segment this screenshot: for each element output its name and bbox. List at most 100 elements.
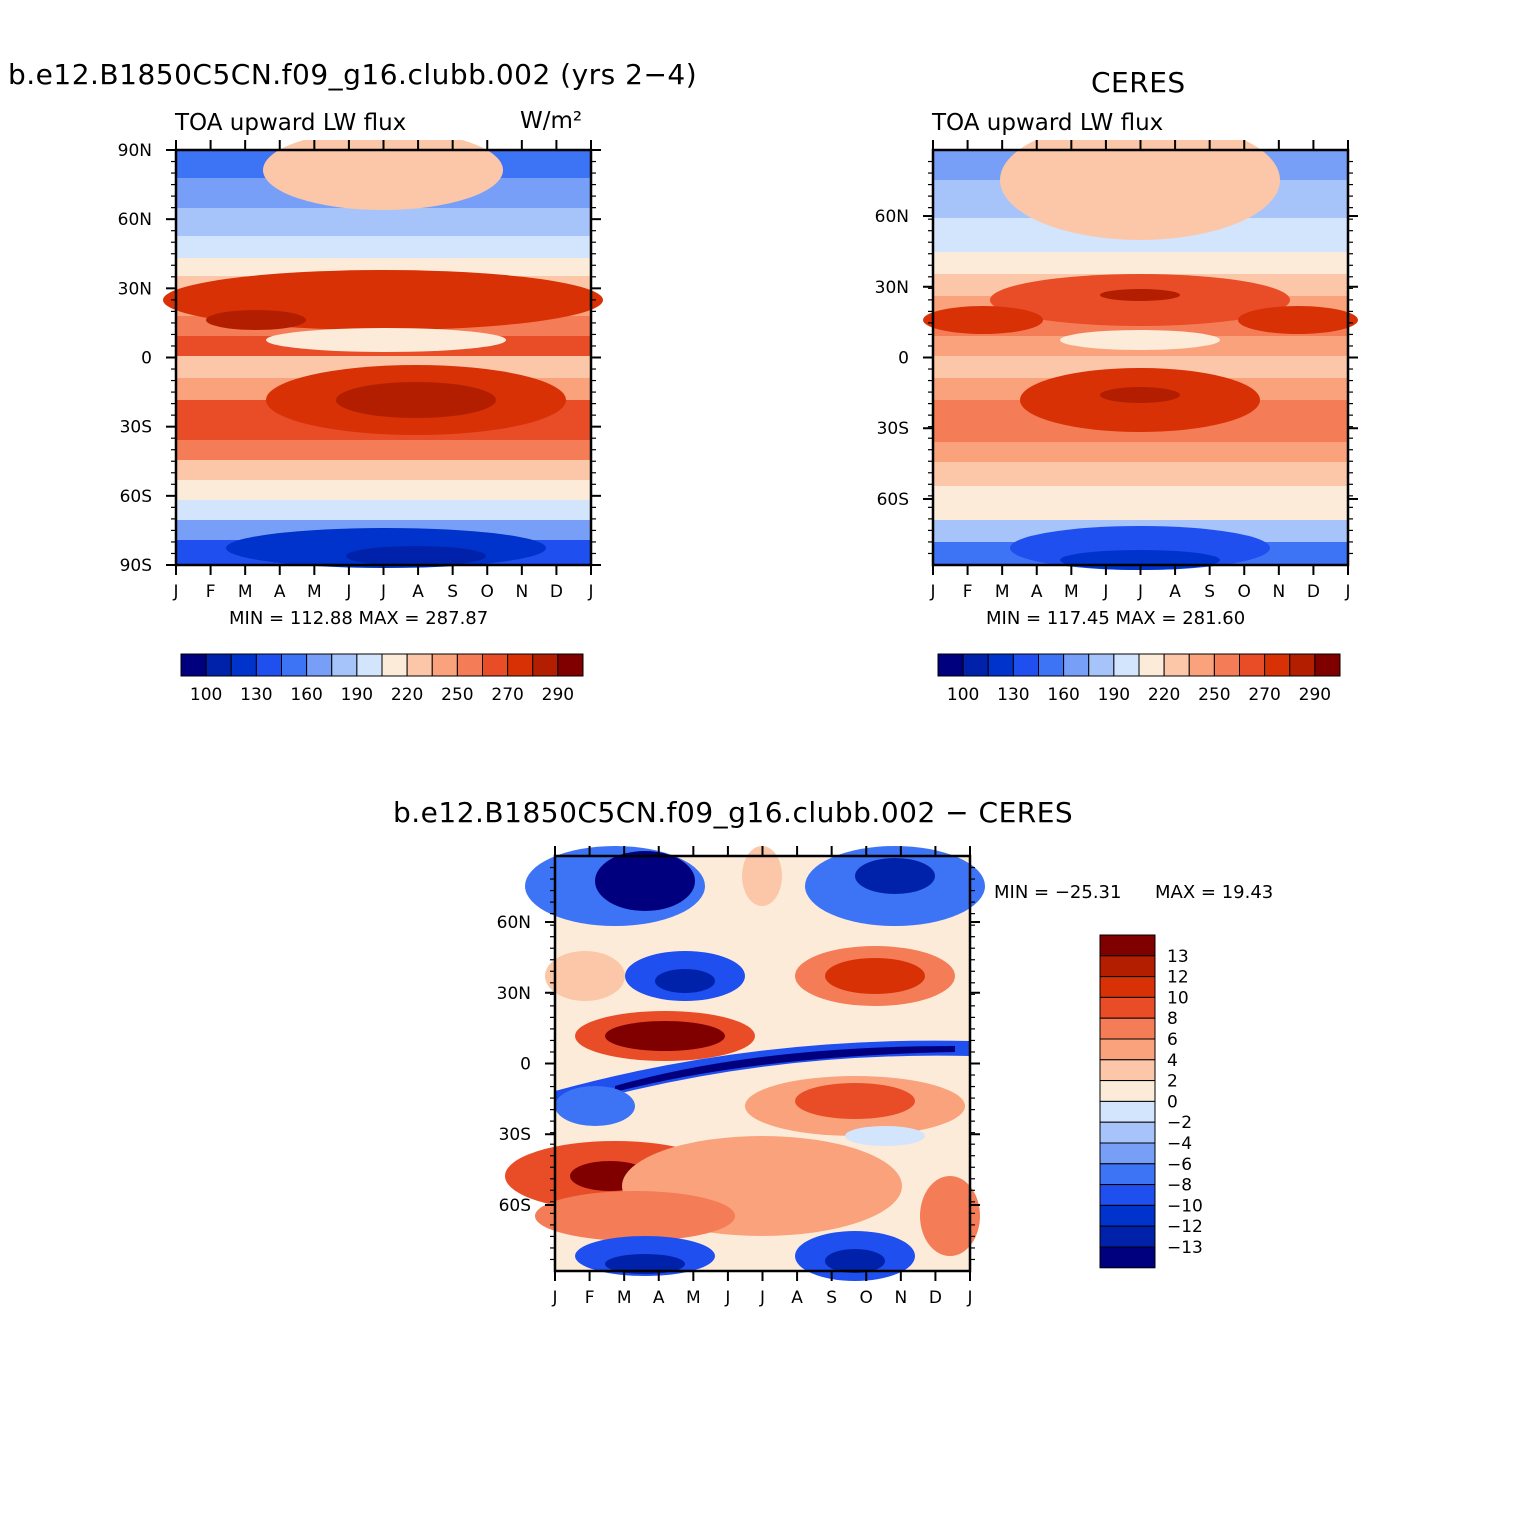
y-tick-label: 60S xyxy=(120,487,152,507)
colorbar-swatch xyxy=(1099,996,1156,1019)
panel1-contour-bands xyxy=(163,140,603,568)
colorbar-swatch xyxy=(205,653,232,677)
colorbar-swatch xyxy=(431,653,458,677)
y-tick-label: 30S xyxy=(877,419,909,439)
colorbar-swatch xyxy=(281,653,308,677)
colorbar-swatch xyxy=(1099,1204,1156,1227)
x-tick-label: F xyxy=(206,582,216,602)
x-tick-label: J xyxy=(966,1288,972,1308)
colorbar-swatch xyxy=(1099,1100,1156,1123)
x-tick-label: O xyxy=(481,582,494,602)
colorbar-label: 220 xyxy=(1148,685,1180,705)
panel2-min-max: MIN = 117.45 MAX = 281.60 xyxy=(986,608,1246,629)
panel1-variable-label: TOA upward LW flux xyxy=(175,110,407,136)
y-tick-label: 0 xyxy=(520,1055,531,1075)
colorbar-swatch xyxy=(255,653,282,677)
colorbar-label: 4 xyxy=(1167,1051,1178,1071)
colorbar-swatch xyxy=(1063,653,1090,677)
x-tick-label: A xyxy=(791,1288,803,1308)
colorbar-label: 100 xyxy=(190,685,222,705)
colorbar-swatch xyxy=(1113,653,1140,677)
colorbar-swatch xyxy=(1188,653,1215,677)
panel1-title: b.e12.B1850C5CN.f09_g16.clubb.002 (yrs 2… xyxy=(8,58,698,91)
colorbar-swatch xyxy=(1264,653,1291,677)
colorbar-swatch xyxy=(1239,653,1266,677)
x-tick-label: J xyxy=(1102,582,1108,602)
colorbar-swatch xyxy=(1099,1080,1156,1102)
x-tick-label: N xyxy=(515,582,528,602)
colorbar-swatch xyxy=(987,653,1014,677)
x-tick-label: J xyxy=(759,1288,765,1308)
colorbar-swatch xyxy=(1163,653,1190,677)
x-tick-label: J xyxy=(551,1288,557,1308)
x-tick-label: M xyxy=(307,582,322,602)
colorbar-swatch xyxy=(180,653,207,677)
panel2-heatmap: J F M A M J J A S O N D J 60N 30N 0 30S 60S xyxy=(875,140,1358,602)
x-tick-label: N xyxy=(1272,582,1285,602)
colorbar-label: 0 xyxy=(1167,1092,1178,1112)
panel3-max-label: MAX = 19.43 xyxy=(1155,882,1274,903)
colorbar-swatch xyxy=(532,653,559,677)
colorbar-label: 130 xyxy=(240,685,272,705)
y-tick-label: 30N xyxy=(497,984,531,1004)
colorbar-swatch xyxy=(507,653,534,677)
colorbar-label: 250 xyxy=(1198,685,1230,705)
colorbar-swatch xyxy=(1099,1121,1156,1144)
colorbar-swatch xyxy=(962,653,989,677)
panel3-min-label: MIN = −25.31 xyxy=(994,882,1122,903)
colorbar-swatch xyxy=(1088,653,1115,677)
panel3-title: b.e12.B1850C5CN.f09_g16.clubb.002 − CERE… xyxy=(393,796,1074,829)
x-tick-label: J xyxy=(1344,582,1350,602)
x-tick-label: D xyxy=(550,582,563,602)
colorbar-label: 130 xyxy=(997,685,1029,705)
x-tick-label: J xyxy=(1137,582,1143,602)
colorbar-swatch xyxy=(1099,1059,1156,1082)
colorbar-swatch xyxy=(1099,1142,1156,1165)
colorbar-label: 220 xyxy=(391,685,423,705)
colorbar-label: 12 xyxy=(1167,968,1189,988)
colorbar-label: 160 xyxy=(1047,685,1079,705)
y-tick-label: 60N xyxy=(497,913,531,933)
panel1-heatmap: J F M A M J J A S O N D J 90N 60N 30N 0 30S 60S 90S xyxy=(118,140,603,602)
panel2-y-ticks: 60N 30N 0 30S 60S xyxy=(875,160,1358,555)
colorbar-swatch xyxy=(1099,1017,1156,1040)
y-tick-label: 30S xyxy=(499,1125,531,1145)
x-tick-label: M xyxy=(617,1288,632,1308)
x-tick-label: M xyxy=(1064,582,1079,602)
colorbar-label: 270 xyxy=(1248,685,1280,705)
colorbar-label: 190 xyxy=(1098,685,1130,705)
x-tick-label: O xyxy=(860,1288,873,1308)
colorbar-label: −2 xyxy=(1167,1113,1192,1133)
colorbar-label: 290 xyxy=(542,685,574,705)
colorbar-swatch xyxy=(356,653,383,677)
colorbar-label: −10 xyxy=(1167,1196,1203,1216)
y-tick-label: 60S xyxy=(499,1196,531,1216)
colorbar-label: 2 xyxy=(1167,1072,1178,1092)
y-tick-label: 0 xyxy=(141,349,152,369)
x-tick-label: J xyxy=(345,582,351,602)
colorbar-label: 8 xyxy=(1167,1009,1178,1029)
y-tick-label: 30N xyxy=(118,279,152,299)
colorbar-label: 190 xyxy=(341,685,373,705)
y-tick-label: 90N xyxy=(118,141,152,161)
panel2-contour-bands xyxy=(923,140,1358,570)
x-tick-label: M xyxy=(995,582,1010,602)
colorbar-swatch xyxy=(1099,955,1156,978)
colorbar-swatch xyxy=(937,653,964,677)
panel1-units-label: W/m² xyxy=(520,108,583,134)
x-tick-label: A xyxy=(1169,582,1181,602)
x-tick-label: M xyxy=(238,582,253,602)
panel2-variable-label: TOA upward LW flux xyxy=(932,110,1164,136)
colorbar-swatch xyxy=(1099,1225,1156,1248)
panel2-colorbar: 100 130 160 190 220 250 270 290 xyxy=(937,653,1341,705)
x-tick-label: D xyxy=(1307,582,1320,602)
colorbar-label: 6 xyxy=(1167,1030,1178,1050)
x-tick-label: J xyxy=(724,1288,730,1308)
x-tick-label: A xyxy=(1031,582,1043,602)
panel3-heatmap: J F M A M J J A S O N D J 60N 30N 0 30S 60S xyxy=(497,846,985,1308)
x-tick-label: S xyxy=(447,582,458,602)
colorbar-label: 290 xyxy=(1299,685,1331,705)
